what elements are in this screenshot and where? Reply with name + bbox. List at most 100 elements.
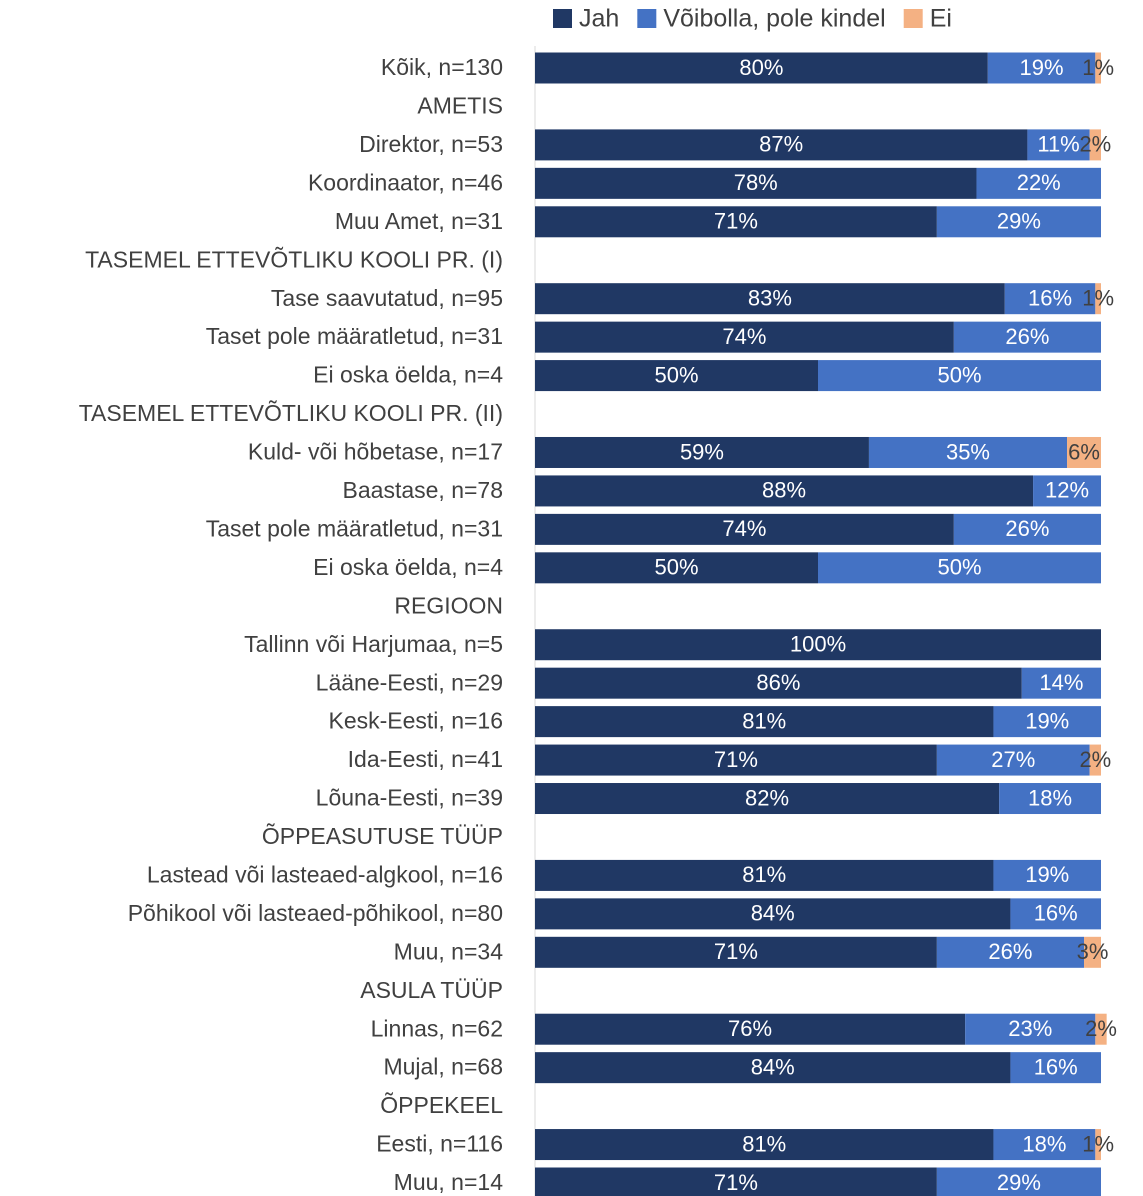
data-label: 3%: [1077, 939, 1109, 964]
bar-segment: [535, 52, 988, 84]
bar-segment: [1021, 667, 1101, 699]
y-tick-label: ÕPPEKEEL: [380, 1091, 503, 1118]
data-label: 88%: [762, 478, 806, 503]
bar-segment: [993, 859, 1101, 891]
y-tick-label: Linnas, n=62: [371, 1015, 503, 1041]
bar-segment: [535, 706, 994, 738]
data-label: 100%: [790, 632, 846, 657]
data-label: 2%: [1085, 1016, 1117, 1041]
bar-segment: [535, 936, 937, 968]
data-label: 18%: [1028, 785, 1072, 810]
y-tick-label: Taset pole määratletud, n=31: [206, 323, 503, 349]
data-label: 82%: [745, 785, 789, 810]
data-label: 76%: [728, 1016, 772, 1041]
y-tick-label: Tase saavutatud, n=95: [271, 285, 503, 311]
y-tick-label: REGIOON: [394, 592, 503, 618]
data-label: 71%: [714, 747, 758, 772]
data-label: 86%: [756, 670, 800, 695]
bar-segment: [993, 706, 1101, 738]
data-label: 74%: [722, 516, 766, 541]
legend-swatch: [903, 9, 923, 28]
bar-segment: [1095, 1129, 1101, 1161]
bar-segment: [535, 436, 869, 468]
y-tick-label: TASEMEL ETTEVÕTLIKU KOOLI PR. (II): [79, 399, 503, 426]
data-label: 83%: [748, 286, 792, 311]
bar-segment: [535, 667, 1022, 699]
data-label: 18%: [1022, 1131, 1066, 1156]
y-tick-label: TASEMEL ETTEVÕTLIKU KOOLI PR. (I): [85, 245, 503, 272]
y-tick-label: Taset pole määratletud, n=31: [206, 515, 503, 541]
data-label: 16%: [1028, 286, 1072, 311]
data-label: 50%: [937, 555, 981, 580]
y-tick-label: Baastase, n=78: [343, 477, 503, 503]
bar-segment: [535, 1167, 937, 1196]
data-label: 87%: [759, 132, 803, 157]
legend-swatch: [637, 9, 657, 28]
bar-segment: [987, 52, 1096, 84]
bar-segment: [818, 360, 1101, 392]
bar-segment: [936, 1167, 1101, 1196]
data-label: 22%: [1017, 170, 1061, 195]
bar-segment: [1095, 1013, 1107, 1045]
bar-segment: [535, 129, 1028, 161]
bar-segment: [1033, 475, 1101, 507]
data-label: 26%: [1005, 324, 1049, 349]
bar-segment: [535, 744, 937, 776]
data-label: 81%: [742, 862, 786, 887]
legend-swatch: [553, 9, 572, 28]
data-label: 2%: [1079, 132, 1111, 157]
data-label: 11%: [1037, 132, 1079, 157]
data-label: 12%: [1045, 478, 1089, 503]
bar-segment: [535, 783, 1000, 815]
y-tick-label: ASULA TÜÜP: [360, 977, 503, 1003]
y-tick-label: Lastead või lasteaed-algkool, n=16: [147, 861, 503, 887]
bar-segment: [953, 513, 1101, 545]
data-label: 84%: [751, 1054, 795, 1079]
bar-segment: [936, 744, 1090, 776]
bar-segment: [965, 1013, 1096, 1045]
y-tick-label: Kõik, n=130: [381, 54, 503, 80]
y-tick-label: Mujal, n=68: [383, 1054, 503, 1080]
bar-segment: [1010, 898, 1101, 930]
y-tick-label: Lõuna-Eesti, n=39: [316, 785, 503, 811]
bar-segment: [535, 859, 994, 891]
y-tick-label: Ei oska öelda, n=4: [313, 362, 503, 388]
bar-segment: [818, 552, 1101, 584]
y-tick-label: Kesk-Eesti, n=16: [328, 708, 503, 734]
y-tick-label: Direktor, n=53: [359, 131, 503, 157]
data-label: 27%: [991, 747, 1035, 772]
y-tick-label: Lääne-Eesti, n=29: [316, 669, 503, 695]
data-label: 16%: [1034, 1054, 1078, 1079]
bar-segment: [936, 206, 1101, 238]
bar-segment: [535, 206, 937, 238]
data-label: 1%: [1082, 286, 1114, 311]
y-tick-label: Muu Amet, n=31: [335, 208, 503, 234]
data-label: 50%: [937, 362, 981, 387]
bar-segment: [1027, 129, 1090, 161]
data-label: 29%: [997, 1170, 1041, 1195]
data-label: 81%: [742, 1131, 786, 1156]
bar-segment: [1095, 283, 1101, 315]
legend-label: Jah: [579, 5, 619, 33]
bar-segment: [535, 1013, 966, 1045]
bar-segment: [535, 321, 954, 353]
y-tick-label: Muu, n=14: [394, 1169, 504, 1195]
data-label: 2%: [1079, 747, 1111, 772]
data-label: 19%: [1025, 708, 1069, 733]
bar-segment: [993, 1129, 1096, 1161]
data-label: 14%: [1039, 670, 1083, 695]
data-label: 50%: [654, 555, 698, 580]
data-label: 84%: [751, 901, 795, 926]
bar-segment: [535, 513, 954, 545]
bar-segment: [535, 898, 1011, 930]
bar-segment: [535, 1129, 994, 1161]
data-label: 71%: [714, 209, 758, 234]
y-tick-label: Ida-Eesti, n=41: [348, 746, 503, 772]
data-label: 1%: [1082, 1131, 1114, 1156]
data-label: 81%: [742, 708, 786, 733]
data-label: 35%: [946, 439, 990, 464]
data-label: 59%: [680, 439, 724, 464]
data-label: 71%: [714, 939, 758, 964]
bar-segment: [535, 552, 818, 584]
